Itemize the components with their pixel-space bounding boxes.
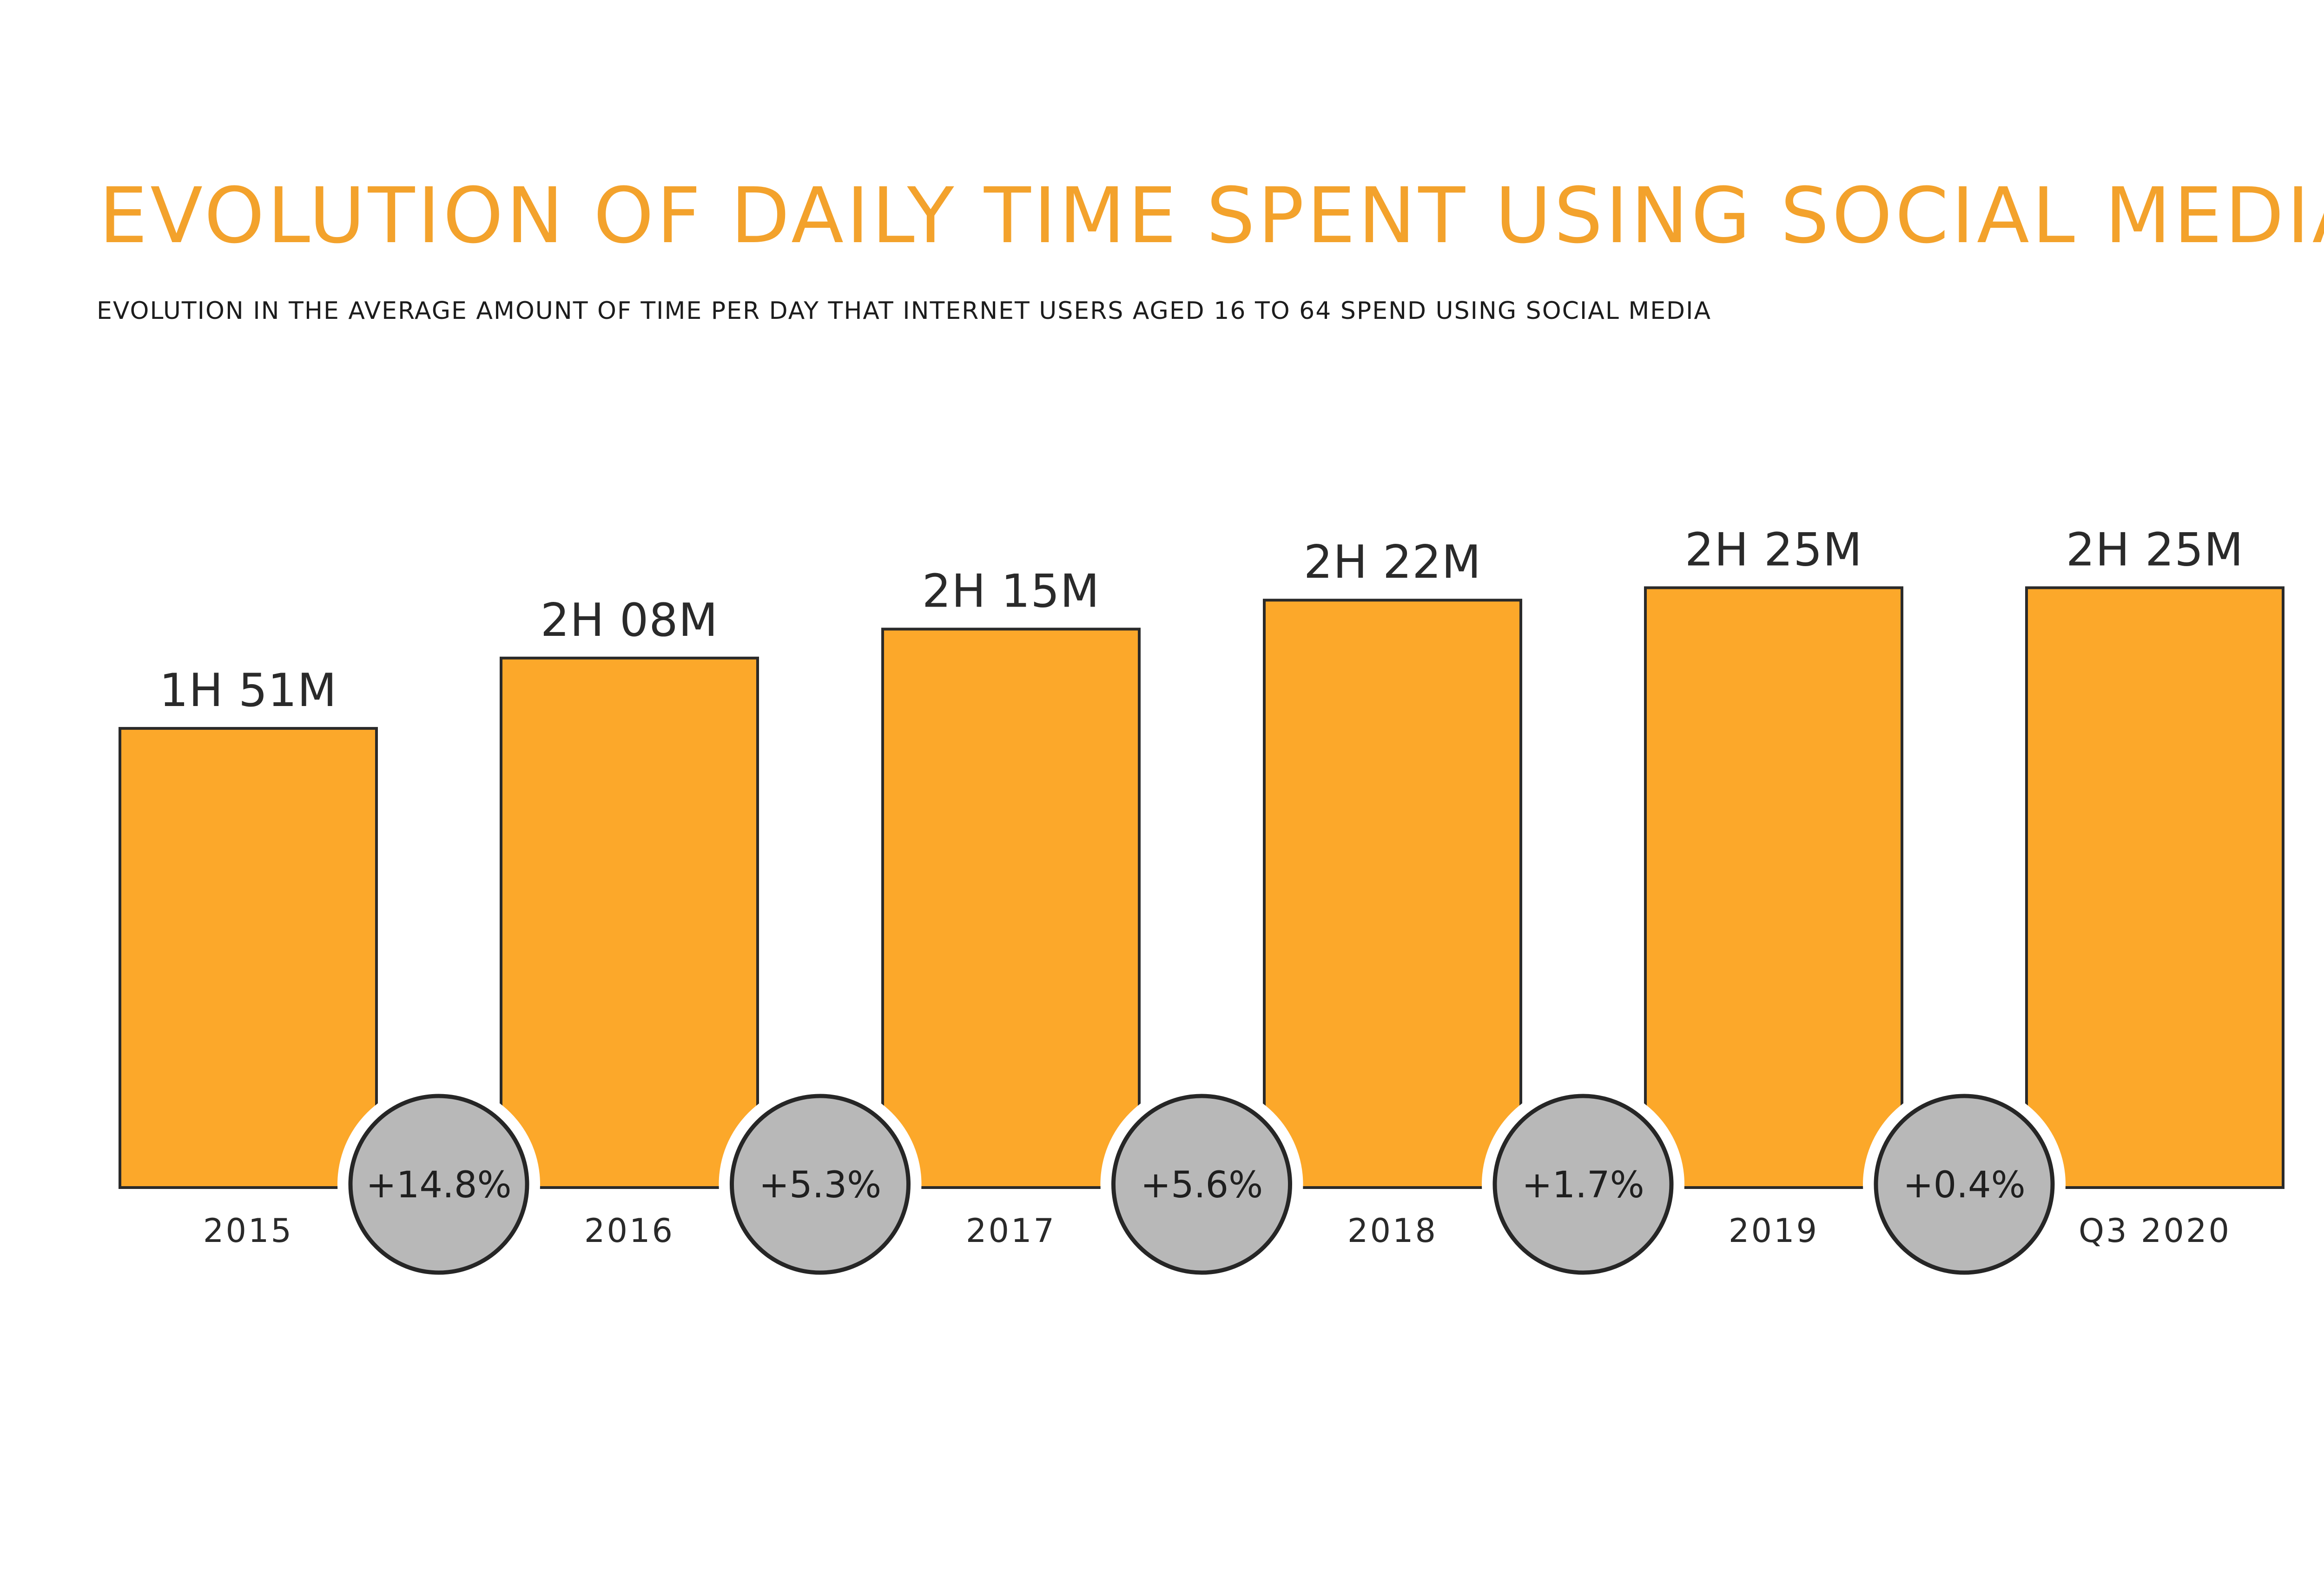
change-badge	[1111, 1094, 1292, 1275]
change-badge	[348, 1094, 529, 1275]
chart-title: EVOLUTION OF DAILY TIME SPENT USING SOCI…	[99, 171, 2324, 260]
change-label: +14.8%	[366, 1164, 511, 1206]
bar-2016	[500, 656, 759, 1189]
category-label: 2016	[584, 1212, 674, 1250]
change-badge	[730, 1094, 911, 1275]
bar-2019	[1644, 586, 1903, 1189]
value-label: 2H 15M	[922, 565, 1100, 618]
category-label: 2019	[1729, 1212, 1819, 1250]
category-label: 2015	[203, 1212, 293, 1250]
value-label: 1H 51M	[159, 664, 337, 717]
value-label: 2H 25M	[2066, 524, 2244, 577]
value-label: 2H 25M	[1685, 524, 1862, 577]
change-badge	[1874, 1094, 2055, 1275]
category-label: Q3 2020	[2079, 1212, 2231, 1250]
change-label: +5.6%	[1141, 1164, 1263, 1206]
bar-q3-2020	[2025, 586, 2284, 1189]
change-label: +0.4%	[1903, 1164, 2026, 1206]
change-label: +5.3%	[759, 1164, 882, 1206]
change-label: +1.7%	[1522, 1164, 1644, 1206]
change-badge	[1492, 1094, 1674, 1275]
category-label: 2018	[1347, 1212, 1438, 1250]
category-label: 2017	[966, 1212, 1056, 1250]
bar-2015	[119, 727, 378, 1189]
value-label: 2H 08M	[541, 594, 718, 647]
chart-subtitle: EVOLUTION IN THE AVERAGE AMOUNT OF TIME …	[97, 297, 1712, 325]
value-label: 2H 22M	[1304, 536, 1481, 589]
bar-2018	[1263, 599, 1522, 1189]
bar-2017	[881, 627, 1141, 1189]
